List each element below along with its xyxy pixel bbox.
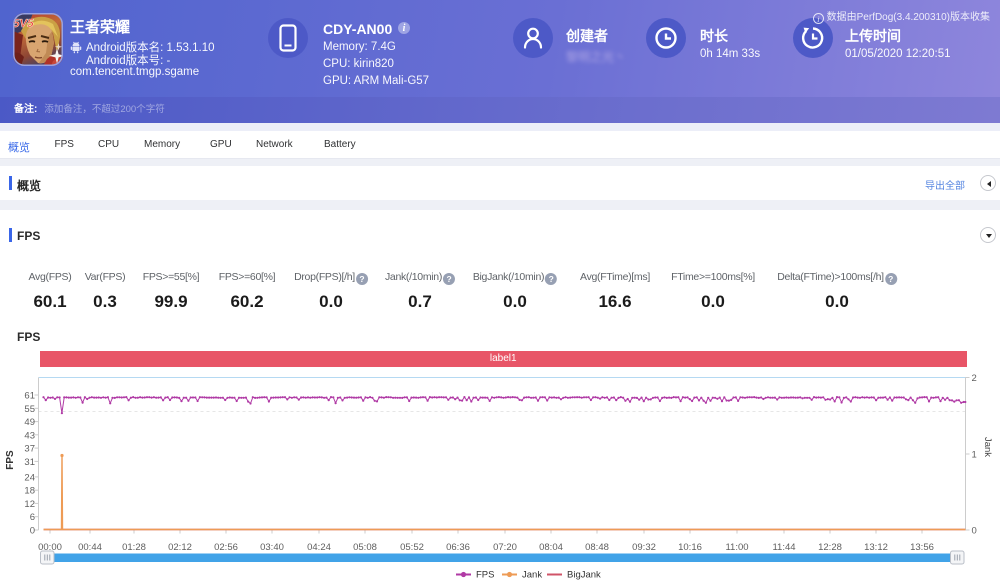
svg-text:04:24: 04:24 — [307, 542, 331, 553]
svg-text:08:04: 08:04 — [539, 542, 563, 553]
svg-text:03:40: 03:40 — [260, 542, 284, 553]
svg-text:1: 1 — [972, 450, 977, 461]
svg-text:12: 12 — [24, 499, 35, 510]
svg-text:05:08: 05:08 — [353, 542, 377, 553]
svg-text:10:16: 10:16 — [678, 542, 702, 553]
svg-text:02:12: 02:12 — [168, 542, 192, 553]
svg-text:6: 6 — [30, 512, 35, 523]
svg-text:55: 55 — [24, 404, 35, 415]
svg-text:11:00: 11:00 — [725, 542, 748, 553]
svg-text:2: 2 — [972, 373, 977, 384]
svg-text:0: 0 — [30, 526, 35, 537]
svg-text:13:12: 13:12 — [864, 542, 888, 553]
svg-text:00:44: 00:44 — [78, 542, 102, 553]
svg-text:24: 24 — [24, 472, 35, 483]
svg-text:00:00: 00:00 — [38, 542, 62, 553]
svg-text:37: 37 — [24, 444, 35, 455]
svg-text:01:28: 01:28 — [122, 542, 146, 553]
svg-text:02:56: 02:56 — [214, 542, 238, 553]
svg-text:06:36: 06:36 — [446, 542, 470, 553]
svg-text:61: 61 — [24, 391, 35, 402]
svg-text:09:32: 09:32 — [632, 542, 656, 553]
svg-text:43: 43 — [24, 430, 35, 441]
svg-text:07:20: 07:20 — [493, 542, 517, 553]
svg-text:BigJank: BigJank — [567, 570, 601, 581]
svg-text:31: 31 — [24, 457, 35, 468]
svg-text:12:28: 12:28 — [818, 542, 842, 553]
svg-text:Jank: Jank — [982, 437, 993, 457]
svg-text:Jank: Jank — [522, 570, 542, 581]
svg-text:49: 49 — [24, 417, 35, 428]
svg-text:05:52: 05:52 — [400, 542, 424, 553]
svg-text:FPS: FPS — [5, 450, 16, 470]
svg-text:11:44: 11:44 — [772, 542, 795, 553]
svg-text:FPS: FPS — [476, 570, 494, 581]
svg-text:08:48: 08:48 — [585, 542, 609, 553]
svg-text:18: 18 — [24, 486, 35, 497]
svg-text:5V5: 5V5 — [13, 18, 35, 30]
svg-text:13:56: 13:56 — [910, 542, 934, 553]
svg-text:0: 0 — [972, 526, 977, 537]
